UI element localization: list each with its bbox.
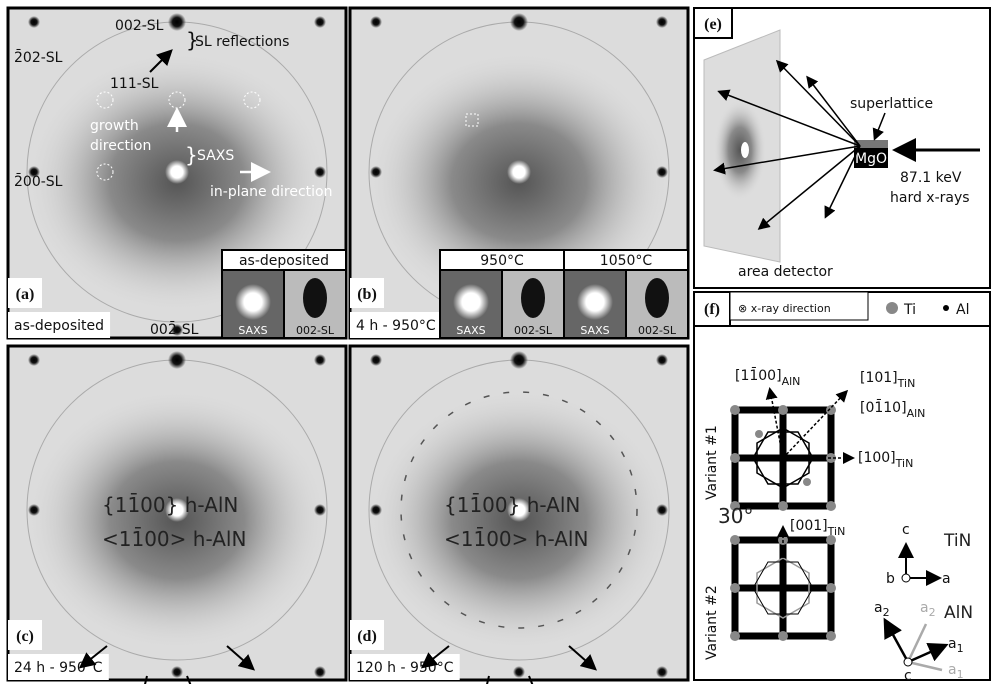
reflection: [314, 666, 326, 678]
caption: 4 h - 950°C: [356, 318, 436, 334]
reflection: [168, 13, 186, 31]
inset-reflection: [645, 278, 669, 318]
reflection: [370, 16, 382, 28]
caption: as-deposited: [14, 318, 104, 334]
annotation: 002̄-SL: [150, 320, 199, 338]
reflection: [314, 166, 326, 178]
reflection: [510, 13, 528, 31]
reflection: [28, 16, 40, 28]
inset-label: 002-SL: [514, 324, 553, 337]
saxs-spot: [507, 160, 531, 184]
annotation: <11̄00> h-AlN: [102, 526, 246, 551]
inset-reflection: [303, 278, 327, 318]
reflection: [370, 166, 382, 178]
panel-label: (e): [704, 16, 722, 33]
axis-label: a: [942, 571, 951, 587]
panel-label: (c): [16, 628, 34, 645]
annotation: 2̄02-SL: [14, 48, 63, 66]
panel-label: (b): [357, 286, 377, 303]
reflection: [28, 504, 40, 516]
panel-e: MgO superlattice 87.1 keV hard x-rays ar…: [694, 8, 990, 288]
page: (a)as-depositedas-depositedSAXS002-SL(b)…: [0, 0, 996, 684]
reflection: [314, 16, 326, 28]
inset-title: 950°C: [480, 253, 524, 269]
caption: 120 h - 950°C: [356, 660, 454, 676]
caption: 24 h - 950°C: [14, 660, 103, 676]
reflection: [314, 504, 326, 516]
brace: }: [185, 143, 198, 167]
brace: }: [186, 28, 199, 52]
annotation: superlattice: [850, 96, 933, 112]
reflection: [510, 351, 528, 369]
panel-label: (a): [16, 286, 35, 303]
inset-label: 002-SL: [638, 324, 677, 337]
legend: Ti: [903, 302, 916, 318]
inset-label: SAXS: [456, 324, 485, 337]
inset-label: 002-SL: [296, 324, 335, 337]
reflection: [656, 16, 668, 28]
inset-title: 1050°C: [600, 253, 653, 269]
annotation: hard x-rays: [890, 190, 970, 206]
angle-label: 30°: [718, 504, 753, 528]
annotation: in-plane direction: [210, 184, 332, 200]
annotation: 002-SL: [115, 18, 164, 34]
axis-label: c: [904, 668, 912, 684]
substrate: MgO: [855, 151, 887, 167]
axis-label: c: [902, 522, 910, 538]
reflection: [370, 504, 382, 516]
annotation: {11̄00} h-AlN: [102, 492, 238, 517]
reflection: [168, 351, 186, 369]
panel-label: (d): [357, 628, 377, 645]
panel-label: (f): [704, 301, 720, 318]
legend: ⊗ x-ray direction: [738, 302, 831, 315]
annotation: 111-SL: [110, 76, 159, 92]
axis-label: AlN: [944, 603, 973, 623]
reflection: [513, 666, 525, 678]
inset-spot: [577, 284, 613, 320]
figure: (a)as-depositedas-depositedSAXS002-SL(b)…: [0, 0, 996, 684]
annotation: 87.1 keV: [900, 170, 962, 186]
axis-label: b: [886, 571, 895, 587]
reflection: [28, 354, 40, 366]
reflection: [656, 354, 668, 366]
inset-spot: [453, 284, 489, 320]
annotation: SL reflections: [195, 34, 289, 50]
reflection: [314, 354, 326, 366]
reflection: [171, 666, 183, 678]
reflection: [656, 504, 668, 516]
inset-spot: [235, 284, 271, 320]
reflection: [370, 354, 382, 366]
diffraction-patterns: (a)as-depositedas-depositedSAXS002-SL(b)…: [8, 8, 688, 684]
legend: Al: [956, 302, 969, 318]
variant-label: Variant #2: [704, 585, 720, 660]
panel-b: (b) 4 h - 950°C 950°C 1050°C SAXS 002-SL SAXS 0…: [350, 8, 688, 338]
annotation: direction: [90, 138, 151, 154]
annotation: <11̄00> h-AlN: [444, 526, 588, 551]
annotation: SAXS: [197, 148, 234, 164]
annotation: area detector: [738, 264, 833, 280]
inset-label: SAXS: [238, 324, 267, 337]
reflection: [656, 666, 668, 678]
inset-title: as-deposited: [239, 253, 329, 269]
annotation: {11̄00} h-AlN: [444, 492, 580, 517]
variant-label: Variant #1: [704, 425, 720, 500]
inset-label: SAXS: [580, 324, 609, 337]
inset-reflection: [521, 278, 545, 318]
axis-label: TiN: [943, 531, 971, 551]
annotation: 2̄00-SL: [14, 172, 63, 190]
annotation: growth: [90, 118, 139, 134]
reflection: [656, 166, 668, 178]
panel-f: (f) ⊗ x-ray direction Ti Al [11̄00]AlN […: [694, 292, 990, 684]
